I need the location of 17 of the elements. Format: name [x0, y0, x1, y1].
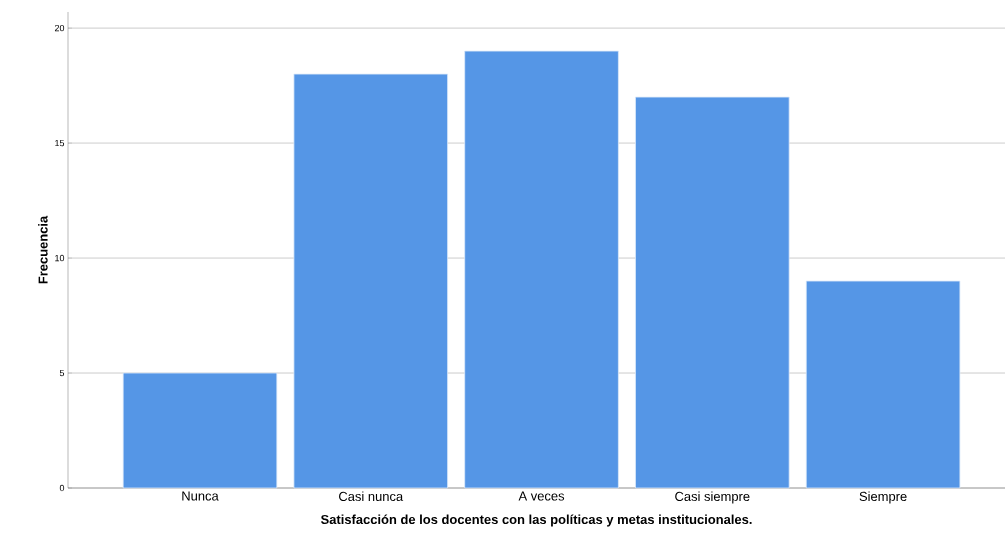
x-tick-label: Siempre: [859, 491, 907, 504]
y-axis-title: Frecuencia: [38, 215, 48, 284]
x-tick-label: Casi siempre: [675, 491, 750, 504]
y-tick-label: 15: [55, 139, 65, 147]
bar: [122, 372, 278, 489]
y-tick-label: 20: [54, 24, 65, 32]
x-tick-label: Nunca: [182, 491, 219, 501]
x-tick-label: A veces: [518, 491, 565, 501]
bar: [635, 96, 790, 489]
y-tick-label: 0: [59, 484, 65, 492]
bar: [805, 280, 961, 489]
y-tick-label: 5: [59, 369, 65, 377]
x-tick-label: Casi nunca: [339, 491, 404, 502]
y-tick-label: 10: [55, 254, 65, 262]
x-axis-title: Satisfacción de los docentes con las políticas y metas institucionales.: [320, 514, 752, 527]
bar: [293, 73, 449, 489]
bar: [464, 50, 619, 489]
